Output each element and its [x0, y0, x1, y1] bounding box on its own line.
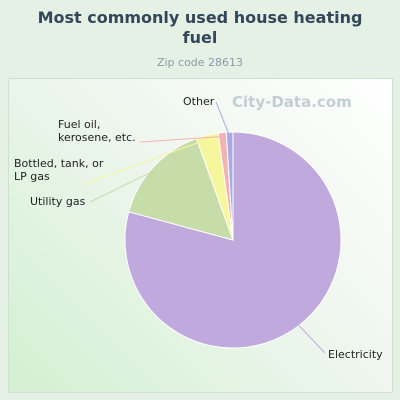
leader-line — [215, 101, 231, 137]
slice-label: Utility gas — [30, 195, 86, 208]
watermark: City-Data.com — [232, 93, 352, 111]
slice-label: Other — [183, 95, 215, 108]
leader-line — [295, 322, 326, 354]
chart-subtitle: Zip code 28613 — [156, 56, 244, 69]
leader-line — [89, 169, 157, 203]
slice-label: Fuel oil, kerosene, etc. — [58, 118, 136, 144]
leader-line — [83, 138, 209, 185]
slice-label: Electricity — [328, 348, 383, 361]
pie-slice — [225, 131, 234, 241]
slice-label: Bottled, tank, or LP gas — [14, 157, 104, 183]
chart-title: Most commonly used house heating fuel — [37, 8, 363, 47]
pie-slice — [128, 137, 234, 241]
leader-line — [139, 136, 223, 143]
